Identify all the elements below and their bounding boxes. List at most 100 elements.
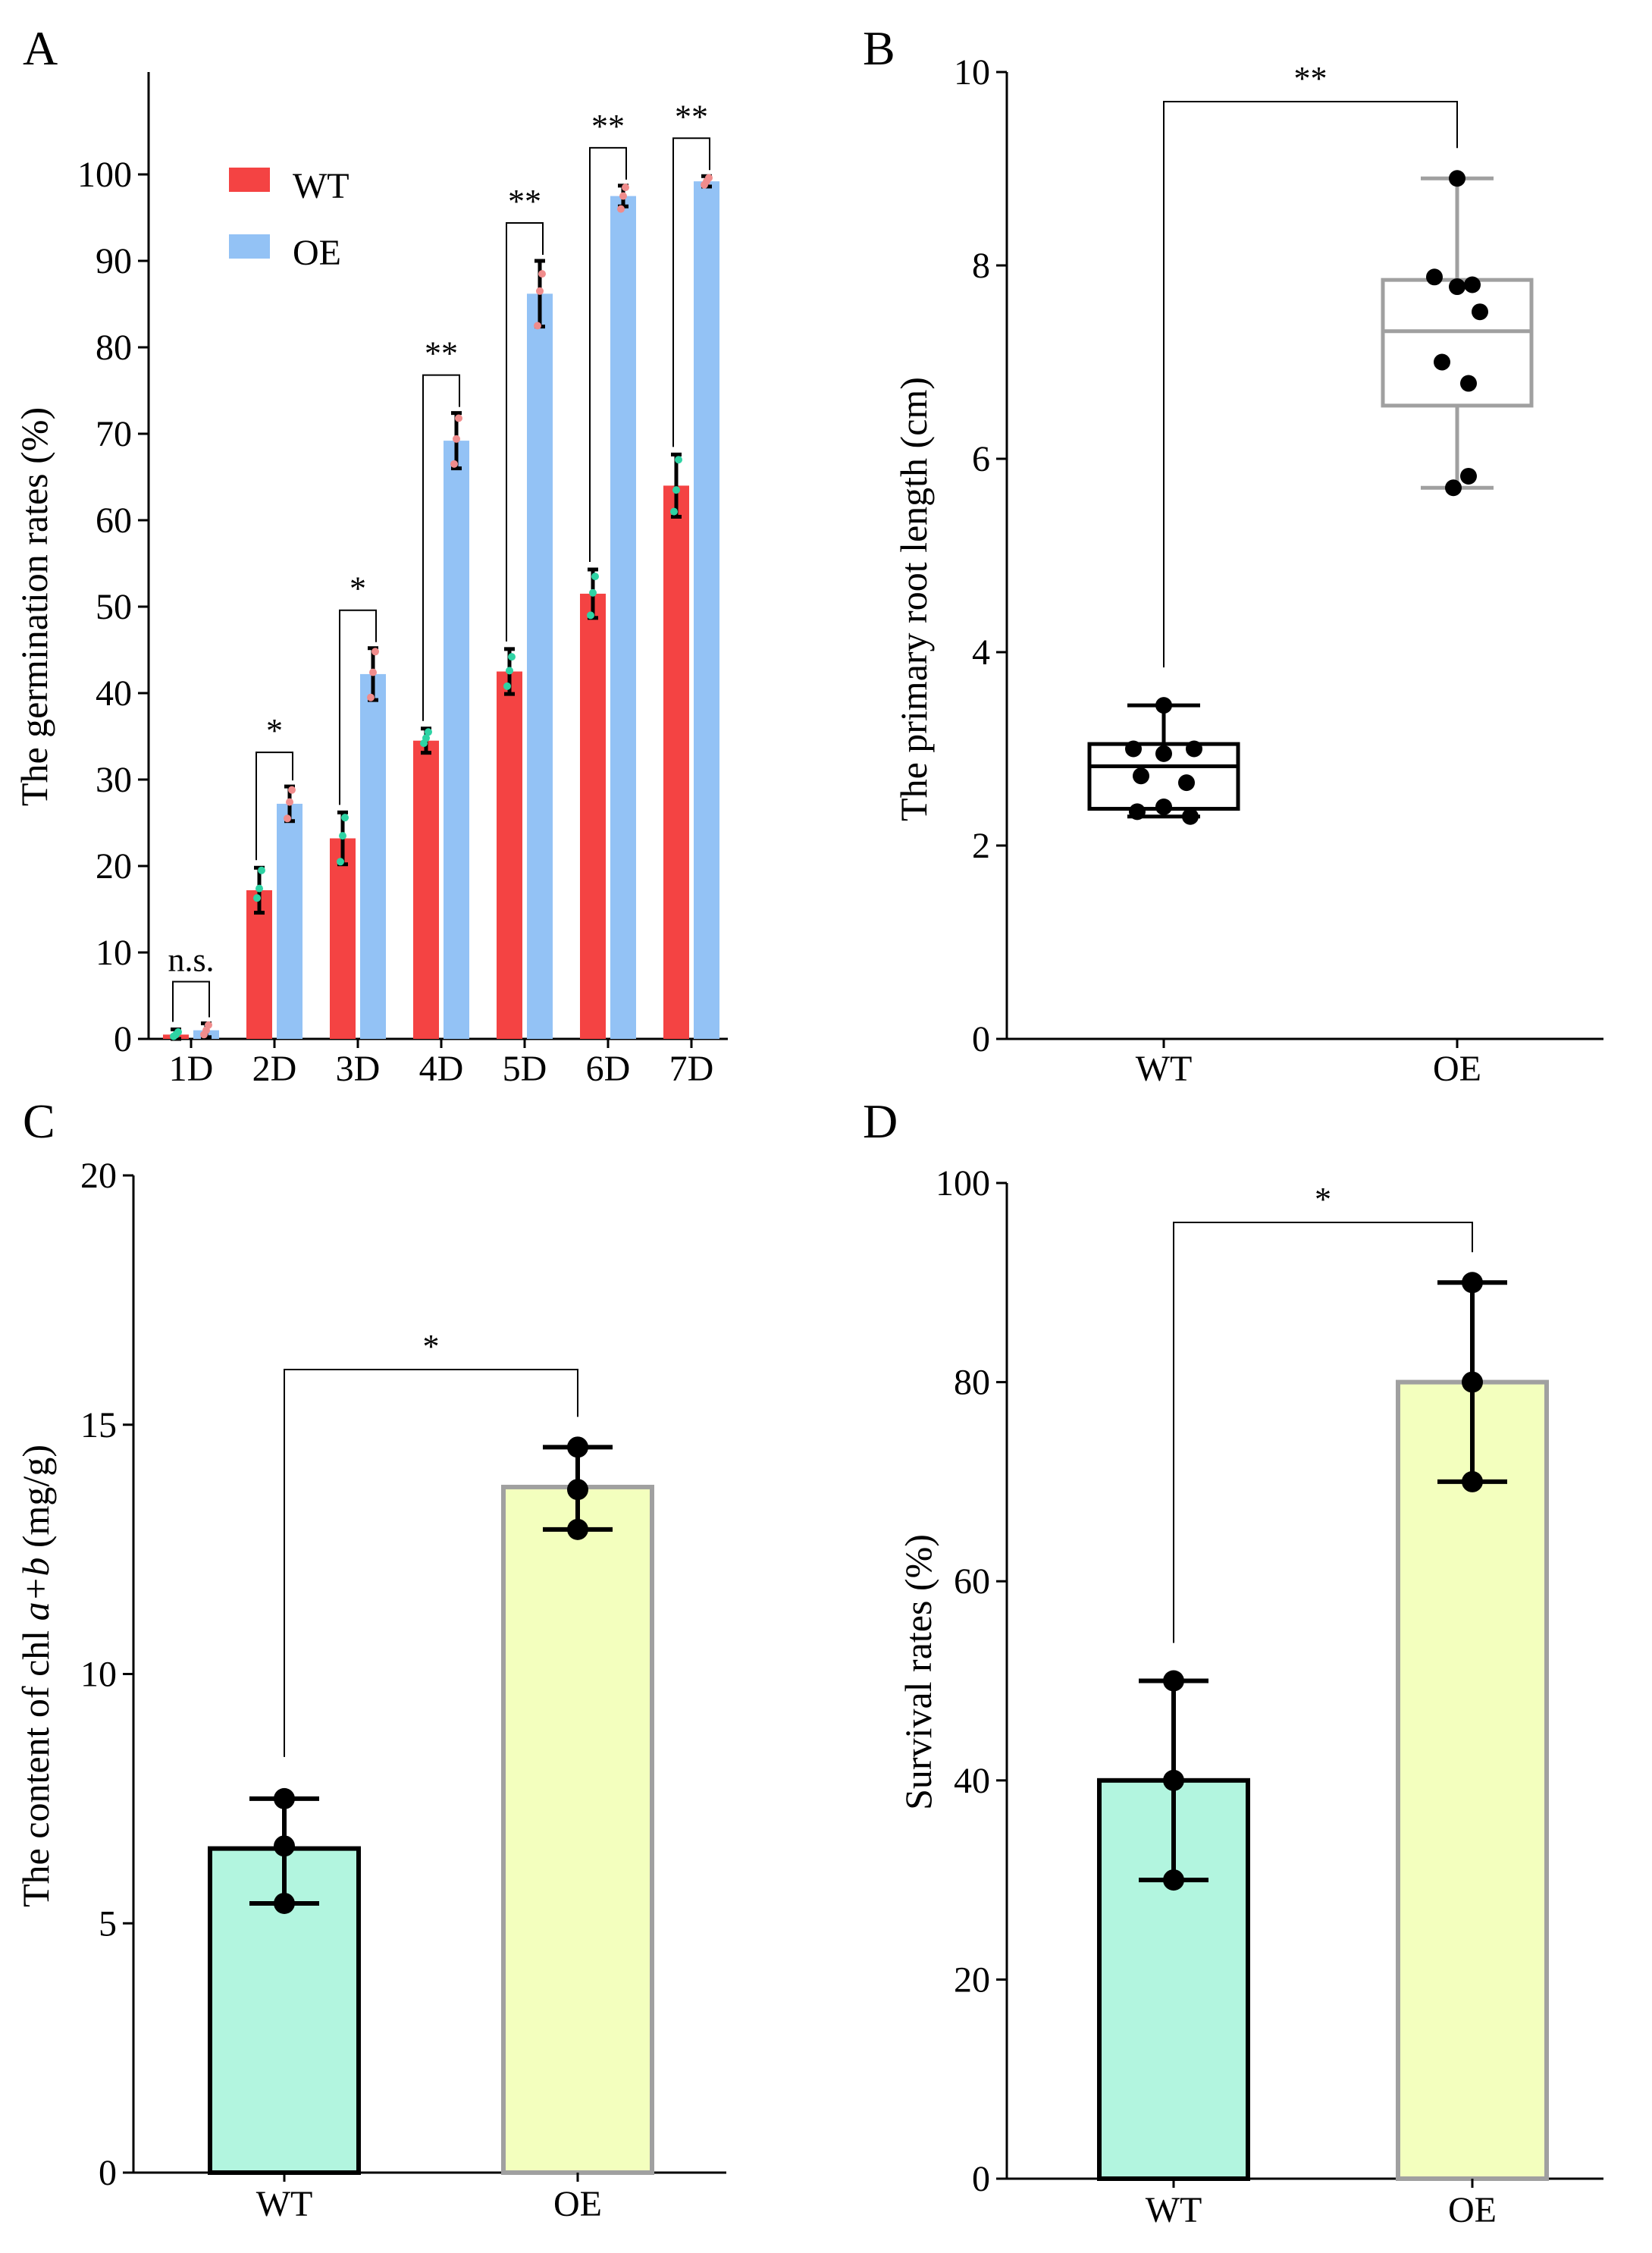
panelD-ytick-label: 40: [954, 1761, 990, 1801]
panelA-point-wt: [341, 814, 349, 822]
panelA-sig-bracket: [589, 146, 627, 562]
panelA-bar-oe: [610, 196, 636, 1039]
panelB-point-oe: [1426, 268, 1443, 286]
panelA-sig-bracket: [422, 374, 460, 721]
panelA-sig-bracket: [506, 222, 544, 642]
panelA-point-wt: [422, 734, 430, 742]
panelA-bar-oe: [694, 181, 719, 1039]
panelD-ytick-label: 20: [954, 1960, 990, 2000]
panelA-point-wt: [670, 507, 678, 516]
panelC-ytick-label: 10: [80, 1655, 117, 1695]
panelA-point-wt: [339, 832, 346, 840]
panel-label-D: D: [863, 1094, 898, 1148]
panelA-sig-label: *: [350, 570, 366, 607]
panelC-ylabel-part: The content of chl: [14, 1621, 57, 1907]
panelB-point-wt: [1125, 740, 1142, 758]
panelD-point-oe: [1462, 1272, 1483, 1294]
panelA-point-wt: [425, 728, 432, 736]
panelA-point-oe: [536, 287, 544, 295]
panelA-point-wt: [253, 894, 261, 902]
panelA-sig-label: **: [591, 108, 625, 145]
panelD-xtick-label: OE: [1448, 2190, 1497, 2230]
panelA-bar-oe: [444, 441, 469, 1039]
panelA-point-oe: [617, 205, 625, 213]
panelA-point-wt: [675, 456, 682, 464]
panelA-ytick-label: 20: [96, 846, 132, 886]
panelB-ytick-label: 6: [972, 439, 990, 479]
panelD-sig-label: *: [1315, 1181, 1331, 1218]
panelA-ytick-label: 0: [114, 1019, 132, 1059]
panelC-sig-bracket: [284, 1369, 578, 1757]
panelD-point-wt: [1163, 1670, 1184, 1692]
panelA-point-oe: [619, 192, 627, 200]
panelB-point-oe: [1460, 375, 1477, 392]
panelD-point-wt: [1163, 1869, 1184, 1891]
panelA-sig-label: **: [425, 335, 458, 372]
panelA-sig-bracket: [172, 981, 210, 1022]
panelA-sig-bracket: [255, 752, 293, 861]
panelA-xtick-label: 2D: [252, 1049, 297, 1089]
panelA-point-oe: [538, 270, 546, 278]
panelB-point-wt: [1178, 774, 1195, 792]
panelB-ytick-label: 10: [954, 52, 990, 93]
panelB-xtick-label: WT: [1136, 1049, 1193, 1089]
panelA-legend-label-oe: OE: [293, 233, 341, 273]
panelC-ylabel-part: a+b: [14, 1558, 57, 1621]
panelC-point-wt: [274, 1835, 295, 1857]
panelD-ytick-label: 60: [954, 1561, 990, 1602]
panelD-ytick-label: 100: [936, 1163, 990, 1203]
panelC-ylabel: The content of chl a+b (mg/g): [14, 1445, 57, 1907]
panelA-ytick-label: 50: [96, 587, 132, 627]
panelA-ytick-label: 60: [96, 500, 132, 541]
panelC-point-wt: [274, 1892, 295, 1914]
panelA-point-oe: [367, 693, 375, 701]
panelB-xtick-label: OE: [1433, 1049, 1481, 1089]
panelC-point-oe: [567, 1479, 588, 1501]
panelB-ytick-label: 4: [972, 632, 990, 673]
panelA-sig-label: **: [508, 183, 541, 220]
panelA-point-wt: [506, 667, 513, 675]
panelA-legend-swatch-oe: [229, 234, 270, 259]
panelA-ytick-label: 80: [96, 328, 132, 368]
panelB-point-wt: [1155, 697, 1172, 714]
panelB-point-oe: [1472, 303, 1488, 321]
panelA-xtick-label: 5D: [503, 1049, 547, 1089]
panelA-point-wt: [255, 884, 263, 893]
panelD-ylabel: Survival rates (%): [897, 1534, 939, 1810]
panelA-point-wt: [174, 1028, 182, 1036]
panelB-point-oe: [1449, 170, 1465, 187]
panelB-sig-label: **: [1294, 60, 1328, 97]
panelA-point-oe: [286, 798, 293, 806]
panelA-point-wt: [672, 486, 680, 494]
panelA-bar-wt: [497, 671, 522, 1039]
panelA-sig-bracket: [339, 609, 377, 805]
panelD-bar-oe: [1396, 1379, 1549, 2181]
panelA-sig-bracket: [672, 137, 710, 447]
panelA-ytick-label: 40: [96, 673, 132, 714]
panelA-bar-wt: [413, 740, 439, 1039]
panelC-sig-label: *: [423, 1328, 440, 1365]
panelB-point-oe: [1445, 479, 1462, 497]
panelC-xtick-label: WT: [256, 2184, 313, 2224]
panelA-xtick-label: 7D: [669, 1049, 714, 1089]
panelA-ylabel: The germination rates (%): [13, 407, 55, 806]
panelA-point-wt: [591, 573, 599, 581]
panelA-ytick-label: 30: [96, 760, 132, 800]
panelB-ytick-label: 0: [972, 1019, 990, 1059]
panelC-ytick-label: 0: [99, 2153, 117, 2193]
panelA-ytick-label: 70: [96, 414, 132, 454]
panelD-sig-bracket: [1173, 1222, 1473, 1643]
panelB-point-oe: [1449, 278, 1465, 296]
panelA-ytick-label: 90: [96, 241, 132, 281]
panelA-point-oe: [453, 435, 460, 443]
panelA-ytick-label: 100: [77, 155, 132, 195]
panelA-point-wt: [258, 866, 265, 874]
panelA-point-oe: [705, 174, 713, 182]
panelD-point-oe: [1462, 1371, 1483, 1393]
panelA-point-oe: [371, 648, 379, 656]
panelB-sig-bracket: [1163, 101, 1458, 668]
panel-label-B: B: [863, 21, 895, 75]
panelB-point-oe: [1464, 276, 1481, 293]
panelD-point-wt: [1163, 1769, 1184, 1791]
